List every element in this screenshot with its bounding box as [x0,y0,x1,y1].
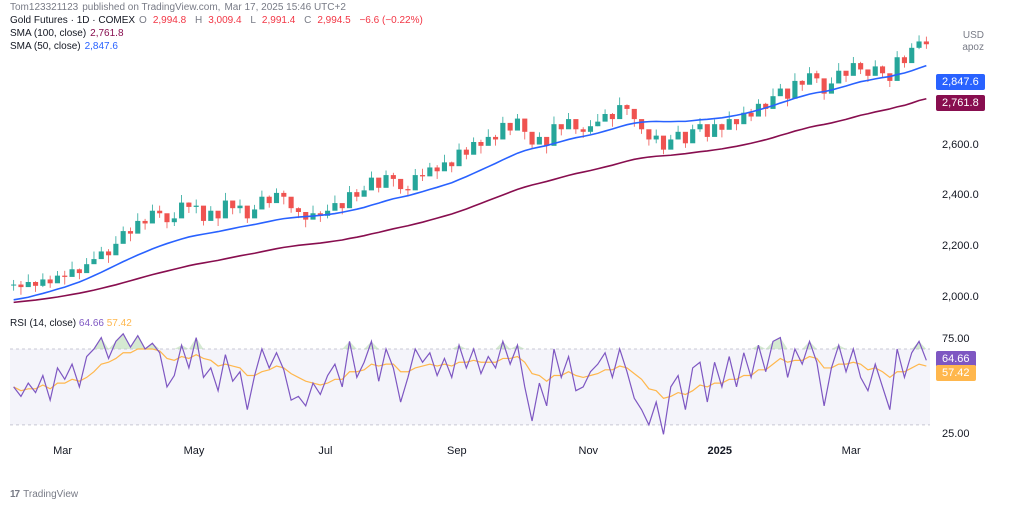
price-highlight: 2,847.6 [936,74,985,90]
rsi-chart[interactable] [10,330,930,440]
month-label: Sep [447,445,467,457]
month-label: Mar [53,445,72,457]
price-highlight: 2,761.8 [936,95,985,111]
month-label: Jul [318,445,332,457]
month-label: Mar [842,445,861,457]
symbol-name[interactable]: Gold Futures · 1D · COMEX [10,15,135,26]
rsi-highlight: 57.42 [936,365,976,381]
publisher: Tom123321123 [10,2,78,13]
price-tick: 2,000.0 [942,291,979,303]
timestamp: Mar 17, 2025 15:46 UTC+2 [224,2,345,13]
ohlc-values: O2,994.8 H3,009.4 L2,991.4 C2,994.5 −6.6… [139,15,429,26]
rsi-tick: 75.00 [942,333,970,345]
price-yaxis[interactable]: 2,000.0 2,200.0 2,400.0 2,600.0 2,847.6 2,761… [934,30,1024,310]
price-chart[interactable] [10,30,930,310]
rsi-header[interactable]: RSI (14, close) 64.66 57.42 [10,318,132,329]
month-label: 2025 [707,445,731,457]
tradingview-attribution[interactable]: 17 TradingView [10,489,78,500]
price-tick: 2,400.0 [942,189,979,201]
price-tick: 2,200.0 [942,240,979,252]
price-tick: 2,600.0 [942,139,979,151]
published-on: published on TradingView.com, [82,2,220,13]
rsi-yaxis[interactable]: 25.0075.0064.6657.42 [934,330,1024,440]
chart-container: Tom123321123 published on TradingView.co… [0,0,1024,506]
month-label: May [184,445,205,457]
month-label: Nov [579,445,599,457]
time-axis[interactable]: Mar May Jul Sep Nov 2025 Mar [10,445,930,465]
rsi-tick: 25.00 [942,428,970,440]
tradingview-logo-icon: 17 [10,489,19,500]
